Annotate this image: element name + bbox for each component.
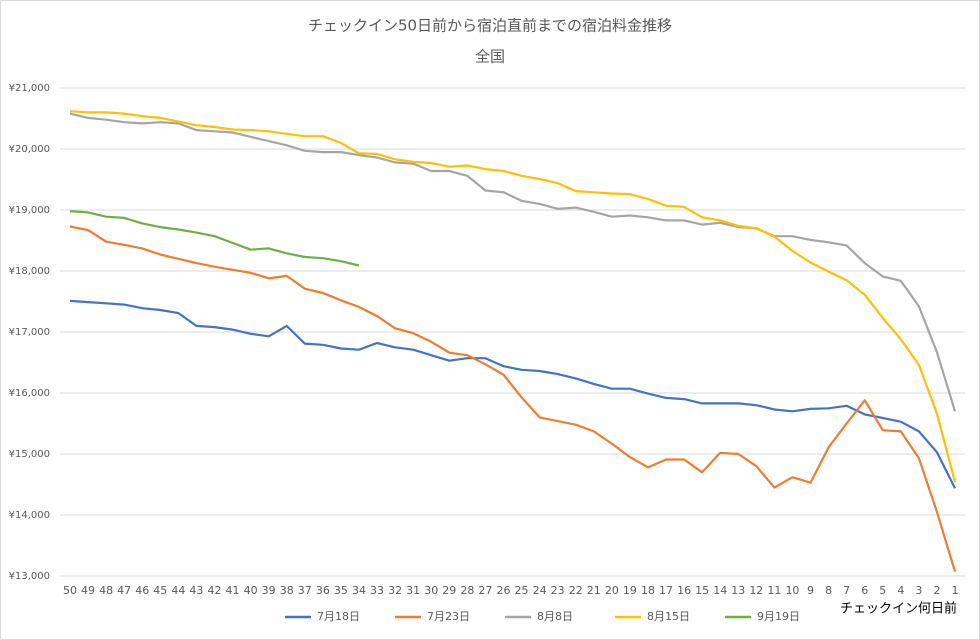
x-tick-label: 40 xyxy=(244,584,258,597)
x-tick-label: 33 xyxy=(370,584,384,597)
x-tick-label: 30 xyxy=(424,584,438,597)
y-tick-label: ¥13,000 xyxy=(9,571,50,582)
x-tick-label: 9 xyxy=(807,584,814,597)
legend-label: 9月19日 xyxy=(757,610,800,623)
x-tick-label: 14 xyxy=(713,584,727,597)
x-tick-label: 5 xyxy=(879,584,886,597)
x-tick-label: 20 xyxy=(605,584,619,597)
series-line xyxy=(69,112,957,412)
x-tick-label: 4 xyxy=(897,584,904,597)
x-tick-label: 3 xyxy=(915,584,922,597)
x-tick-label: 7 xyxy=(843,584,850,597)
series-line xyxy=(69,110,957,483)
x-tick-label: 18 xyxy=(641,584,655,597)
x-tick-label: 27 xyxy=(478,584,492,597)
x-tick-label: 1 xyxy=(952,584,959,597)
x-tick-label: 45 xyxy=(153,584,167,597)
x-tick-label: 15 xyxy=(695,584,709,597)
x-tick-label: 12 xyxy=(749,584,763,597)
legend-label: 7月18日 xyxy=(317,610,360,623)
x-tick-label: 2 xyxy=(933,584,940,597)
x-tick-label: 24 xyxy=(533,584,547,597)
y-tick-label: ¥14,000 xyxy=(9,510,50,521)
x-tick-label: 29 xyxy=(442,584,456,597)
x-tick-label: 42 xyxy=(207,584,221,597)
x-tick-label: 36 xyxy=(316,584,330,597)
x-tick-label: 19 xyxy=(623,584,637,597)
chart-title: チェックイン50日前から宿泊直前までの宿泊料金推移 xyxy=(308,17,672,35)
x-tick-label: 10 xyxy=(785,584,799,597)
x-tick-label: 35 xyxy=(334,584,348,597)
x-axis-label: チェックイン何日前 xyxy=(840,601,957,617)
y-tick-label: ¥20,000 xyxy=(9,144,50,155)
y-tick-label: ¥15,000 xyxy=(9,449,50,460)
x-tick-label: 25 xyxy=(515,584,529,597)
x-tick-label: 50 xyxy=(63,584,77,597)
legend-label: 8月8日 xyxy=(537,610,573,623)
y-tick-label: ¥18,000 xyxy=(9,266,50,277)
x-tick-label: 48 xyxy=(99,584,113,597)
x-tick-label: 38 xyxy=(280,584,294,597)
x-tick-label: 26 xyxy=(496,584,510,597)
legend-label: 8月15日 xyxy=(647,610,690,623)
y-tick-label: ¥17,000 xyxy=(9,327,50,338)
x-tick-label: 8 xyxy=(825,584,832,597)
x-tick-label: 46 xyxy=(135,584,149,597)
series-line xyxy=(69,210,360,267)
x-tick-label: 11 xyxy=(767,584,781,597)
x-tick-label: 39 xyxy=(262,584,276,597)
x-tick-label: 37 xyxy=(298,584,312,597)
legend-label: 7月23日 xyxy=(427,610,470,623)
x-tick-label: 17 xyxy=(659,584,673,597)
x-tick-label: 28 xyxy=(460,584,474,597)
y-tick-label: ¥19,000 xyxy=(9,205,50,216)
x-tick-label: 34 xyxy=(352,584,366,597)
x-tick-label: 22 xyxy=(569,584,583,597)
y-tick-label: ¥21,000 xyxy=(9,83,50,94)
x-tick-label: 16 xyxy=(677,584,691,597)
x-tick-label: 6 xyxy=(861,584,868,597)
series-line xyxy=(69,299,956,489)
y-tick-label: ¥16,000 xyxy=(9,388,50,399)
x-tick-label: 44 xyxy=(171,584,185,597)
x-tick-label: 43 xyxy=(189,584,203,597)
chart-subtitle: 全国 xyxy=(475,48,505,66)
x-tick-label: 41 xyxy=(226,584,240,597)
x-tick-label: 32 xyxy=(388,584,402,597)
x-tick-label: 47 xyxy=(117,584,131,597)
x-tick-label: 13 xyxy=(731,584,745,597)
series-line xyxy=(69,225,957,573)
x-tick-label: 21 xyxy=(587,584,601,597)
x-tick-label: 49 xyxy=(81,584,95,597)
x-tick-label: 23 xyxy=(551,584,565,597)
x-tick-label: 31 xyxy=(406,584,420,597)
